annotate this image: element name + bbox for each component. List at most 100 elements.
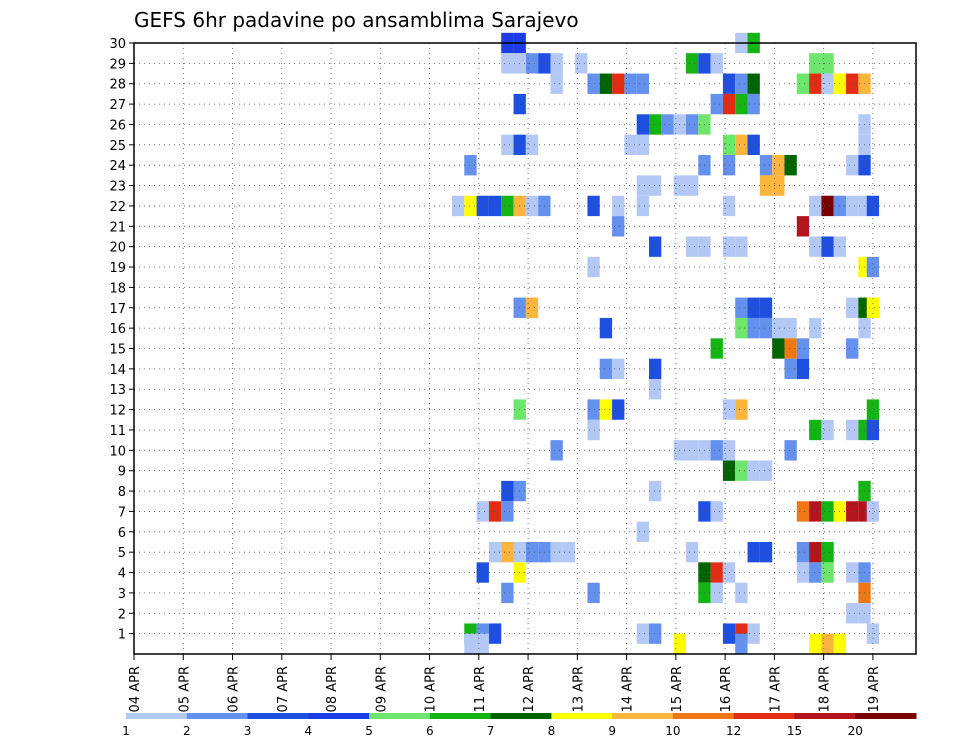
cell-22-73 <box>587 195 600 217</box>
y-tick-label: 15 <box>109 343 126 358</box>
y-tick-label: 23 <box>109 180 126 195</box>
colorbar-swatch <box>672 713 735 719</box>
y-tick-label: 12 <box>109 404 126 419</box>
cell-28-22 <box>735 73 748 94</box>
cell-26-36 <box>649 114 662 135</box>
colorbar-label: 4 <box>304 724 312 738</box>
cell-0.5-207 <box>735 633 748 654</box>
cell-0.5-204 <box>464 633 477 654</box>
cell-22-78 <box>821 195 834 217</box>
colorbar-swatch <box>733 713 795 719</box>
cell-29-9 <box>575 53 588 74</box>
cell-10-142 <box>784 440 797 461</box>
cell-5-171 <box>685 541 699 563</box>
cell-1-202 <box>747 623 760 644</box>
y-tick-label: 20 <box>109 241 126 256</box>
cell-28-20 <box>636 73 650 94</box>
cell-7-157 <box>809 501 822 522</box>
cell-7-151 <box>476 501 489 522</box>
cell-25-45 <box>624 134 637 156</box>
cell-19-93 <box>587 256 600 278</box>
colorbar-label: 10 <box>665 724 680 738</box>
cell-13-122 <box>649 379 662 400</box>
cell-22-80 <box>846 195 859 217</box>
x-tick-label: 17 APR <box>768 666 783 712</box>
x-tick-label: 12 APR <box>522 666 537 712</box>
cell-29-12 <box>710 53 723 74</box>
cell-24-55 <box>772 155 785 176</box>
cell-25-48 <box>735 134 748 156</box>
cell-5-176 <box>821 541 834 563</box>
cell-4-177 <box>476 562 489 583</box>
cell-7-155 <box>710 501 723 522</box>
x-tick-label: 16 APR <box>719 666 734 712</box>
colorbar-label: 2 <box>183 724 191 738</box>
y-tick-label: 17 <box>109 302 126 317</box>
cell-7-153 <box>501 501 514 522</box>
colorbar-label: 20 <box>848 724 863 738</box>
x-tick-label: 05 APR <box>177 666 192 712</box>
cell-28-23 <box>747 73 760 94</box>
cell-2-193 <box>846 603 859 624</box>
cell-7-156 <box>796 501 810 522</box>
cell-22-82 <box>866 195 880 217</box>
cell-28-15 <box>550 73 563 94</box>
colorbar-swatch <box>247 713 309 719</box>
colorbar-label: 8 <box>548 724 556 738</box>
x-tick-label: 15 APR <box>670 666 685 712</box>
cell-20-86 <box>685 236 699 257</box>
y-tick-label: 21 <box>109 220 126 235</box>
cell-27-33 <box>735 93 748 115</box>
cell-1-197 <box>488 623 502 644</box>
cell-24-51 <box>464 155 477 176</box>
cell-4-180 <box>710 562 723 583</box>
cell-15-114 <box>784 338 797 359</box>
y-tick-label: 24 <box>109 159 126 174</box>
y-tick-label: 2 <box>118 607 126 622</box>
colorbar-swatch <box>551 713 613 719</box>
x-tick-label: 13 APR <box>571 666 586 712</box>
colorbar-label: 12 <box>726 724 741 738</box>
colorbar-label: 7 <box>487 724 495 738</box>
colorbar-swatch <box>612 713 674 719</box>
cell-15-116 <box>846 338 859 359</box>
cell-12-129 <box>866 399 880 420</box>
cell-11-131 <box>809 419 822 441</box>
cell-11-132 <box>821 419 834 441</box>
y-tick-label: 29 <box>109 57 126 72</box>
cell-20-89 <box>735 236 748 257</box>
cell-5-167 <box>525 541 539 563</box>
cell-29-6 <box>525 53 539 74</box>
cell-22-71 <box>525 195 539 217</box>
cell-16-104 <box>599 317 613 339</box>
cell-7-158 <box>821 501 834 522</box>
colorbar-swatch <box>794 713 856 719</box>
cell-9-145 <box>747 460 760 481</box>
cell-3-190 <box>710 582 723 604</box>
y-tick-label: 1 <box>118 628 126 643</box>
cell-22-67 <box>476 195 489 217</box>
y-tick-label: 14 <box>109 363 126 378</box>
cell-29-14 <box>821 53 834 74</box>
cell-12-128 <box>735 399 748 420</box>
x-tick-label: 04 APR <box>128 666 143 712</box>
cell-28-18 <box>612 73 625 94</box>
y-tick-label: 22 <box>109 200 126 215</box>
x-tick-label: 06 APR <box>227 666 242 712</box>
colorbar-swatch <box>429 713 492 719</box>
y-tick-label: 28 <box>109 78 126 93</box>
colorbar-label: 5 <box>365 724 373 738</box>
cell-15-115 <box>796 338 810 359</box>
cell-25-46 <box>636 134 650 156</box>
cell-7-152 <box>488 501 502 522</box>
cell-12-125 <box>599 399 613 420</box>
cell-16-105 <box>735 317 748 339</box>
cell-22-69 <box>501 195 514 217</box>
cell-5-173 <box>759 541 773 563</box>
cell-0.5-208 <box>809 633 822 654</box>
cell-27-34 <box>747 93 760 115</box>
cell-14-118 <box>612 358 625 380</box>
y-tick-label: 3 <box>118 587 126 602</box>
cell-22-74 <box>612 195 625 217</box>
